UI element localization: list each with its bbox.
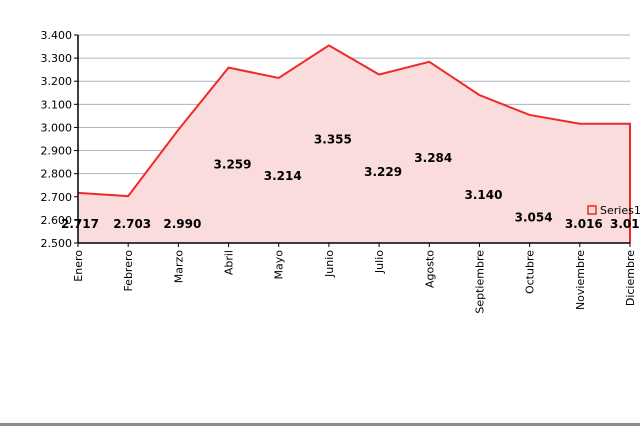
data-label: 2.703 bbox=[113, 217, 151, 231]
legend-swatch bbox=[587, 205, 597, 215]
y-tick-label: 2.500 bbox=[41, 237, 73, 250]
x-tick-label: Abril bbox=[223, 250, 236, 275]
data-label: 3.284 bbox=[414, 151, 452, 165]
x-tick-label: Septiembre bbox=[473, 250, 486, 314]
y-tick-label: 3.300 bbox=[41, 52, 73, 65]
data-label: 3.016 bbox=[610, 217, 640, 231]
axes bbox=[77, 35, 630, 244]
bottom-rule bbox=[0, 423, 640, 426]
x-tick-label: Enero bbox=[72, 250, 85, 282]
y-tick-label: 3.200 bbox=[41, 75, 73, 88]
x-tick-label: Marzo bbox=[172, 250, 185, 284]
series-area bbox=[77, 44, 631, 244]
y-tick-label: 3.100 bbox=[41, 98, 73, 111]
y-tick-label: 2.600 bbox=[41, 214, 73, 227]
x-tick-label: Junio bbox=[323, 250, 336, 278]
y-axis-ticks: 2.500 2.600 2.700 2.800 2.900 3.000 3.100 3.200… bbox=[41, 29, 78, 250]
data-label: 3.054 bbox=[515, 210, 553, 224]
y-tick-label: 3.400 bbox=[41, 29, 73, 42]
x-tick-label: Febrero bbox=[122, 250, 135, 292]
x-tick-label: Diciembre bbox=[624, 250, 637, 306]
x-tick-label: Noviembre bbox=[574, 250, 587, 310]
y-tick-label: 3.000 bbox=[41, 121, 73, 134]
legend: Series1 bbox=[587, 204, 640, 217]
x-tick-label: Agosto bbox=[423, 250, 436, 288]
area-fill bbox=[78, 45, 630, 244]
x-tick-label: Mayo bbox=[273, 250, 286, 280]
data-label: 3.016 bbox=[565, 217, 603, 231]
data-label: 3.229 bbox=[364, 165, 402, 179]
y-tick-label: 2.700 bbox=[41, 191, 73, 204]
y-tick-label: 2.900 bbox=[41, 145, 73, 158]
x-tick-label: Octubre bbox=[524, 250, 537, 294]
series-line bbox=[77, 44, 631, 243]
data-label: 3.214 bbox=[264, 169, 302, 183]
legend-label: Series1 bbox=[600, 204, 640, 217]
data-label: 3.259 bbox=[214, 157, 252, 171]
data-label: 3.355 bbox=[314, 133, 352, 147]
y-tick-label: 2.800 bbox=[41, 168, 73, 181]
data-label: 2.717 bbox=[61, 217, 99, 231]
x-tick-label: Julio bbox=[373, 250, 386, 274]
data-labels: 2.717 2.703 2.990 3.259 3.214 3.355 3.229 3.284… bbox=[61, 133, 640, 231]
data-label: 2.990 bbox=[163, 217, 201, 231]
data-label: 3.140 bbox=[464, 188, 502, 202]
x-axis-ticks: Enero Febrero Marzo Abril Mayo Junio Julio Agos… bbox=[72, 243, 637, 314]
